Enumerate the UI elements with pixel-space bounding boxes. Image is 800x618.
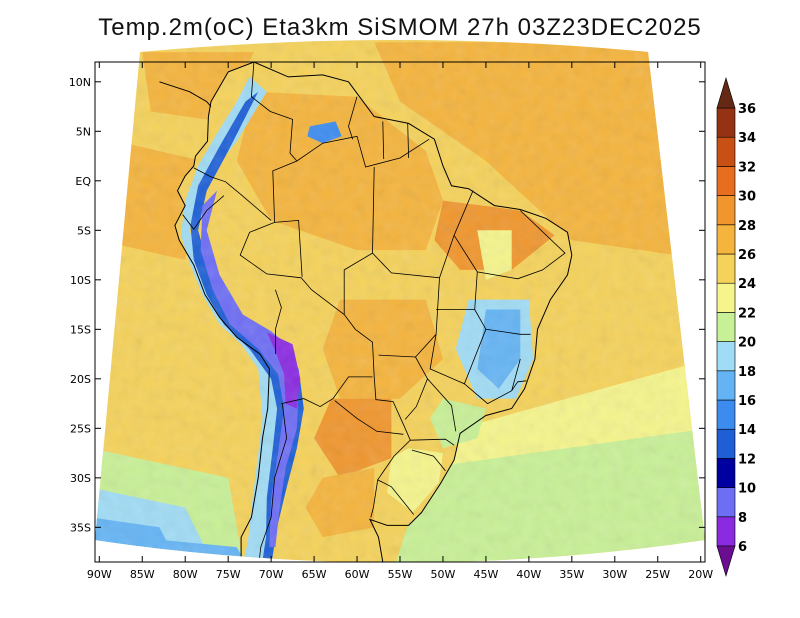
paraguay-argentina-border <box>334 400 404 435</box>
venezuela-colombia-border <box>250 61 298 162</box>
colorbar-tick-label: 34 <box>738 131 756 146</box>
uruguay-argentina-border <box>370 479 379 518</box>
colorbar-segment <box>716 136 736 167</box>
brazil-states-pr-sc <box>410 438 455 446</box>
lat-tick-label: EQ <box>75 175 91 188</box>
lon-tick-label: 85W <box>130 568 155 581</box>
colorbar-tick-label: 14 <box>738 423 756 438</box>
central-america-coast <box>159 81 212 107</box>
brazil-states-north <box>274 219 303 277</box>
lon-tick-label: 45W <box>473 568 498 581</box>
brazil-states-nordeste <box>477 210 566 280</box>
lat-tick-label: 30S <box>70 472 91 485</box>
colorbar-tick-label: 28 <box>738 219 756 234</box>
ecuador-peru-border <box>182 195 225 230</box>
lat-tick-label: 35S <box>70 521 91 534</box>
colorbar-segment <box>716 282 736 313</box>
latitude-axis: 10N 5N EQ 5S 10S 15S 20S 25S 30S 35S <box>69 76 705 534</box>
colorbar-tick-label: 10 <box>738 482 756 497</box>
lon-tick-label: 70W <box>259 568 284 581</box>
guianas-border <box>382 121 385 160</box>
lon-tick-label: 80W <box>173 568 198 581</box>
lon-tick-label: 35W <box>559 568 584 581</box>
colorbar-segment <box>716 166 736 196</box>
colorbar-segment <box>716 107 736 138</box>
colorbar-segment <box>716 370 736 401</box>
lat-tick-label: 15S <box>70 323 91 336</box>
lon-tick-label: 55W <box>388 568 413 581</box>
colombia-ecuador-peru-border <box>193 167 272 221</box>
colorbar-segment <box>716 458 736 488</box>
colorbar-tick-label: 8 <box>738 511 747 526</box>
map-title: Temp.2m(oC) Eta3km SiSMOM 27h 03Z23DEC20… <box>98 14 702 41</box>
colorbar-tick-label: 20 <box>738 336 756 351</box>
lon-tick-label: 90W <box>87 568 112 581</box>
colorbar-segment <box>716 341 736 372</box>
colorbar-tick-label: 18 <box>738 365 756 380</box>
colorbar-segment <box>716 312 736 342</box>
lat-tick-label: 20S <box>70 373 91 386</box>
brazil-states-mt <box>378 277 440 358</box>
lon-tick-label: 20W <box>688 568 713 581</box>
colorbar-tick-label: 22 <box>738 306 756 321</box>
amapa-border <box>407 123 409 159</box>
colorbar-tick-label: 6 <box>738 540 747 555</box>
peru-bolivia-border <box>275 289 282 355</box>
brazil-states-amazonas-para <box>343 166 375 315</box>
brazil-states-mg <box>464 358 521 405</box>
colorbar-tick-label: 36 <box>738 102 756 117</box>
colorbar-max-triangle <box>716 76 736 109</box>
colorbar-tick-label: 26 <box>738 248 756 263</box>
lat-tick-label: 5N <box>76 125 91 138</box>
brazil-states-bahia <box>474 309 531 335</box>
colorbar-tick-label: 30 <box>738 190 756 205</box>
lat-tick-label: 5S <box>77 224 91 237</box>
colorbar-segment <box>716 224 736 255</box>
lon-tick-label: 30W <box>602 568 627 581</box>
colorbar-tick-label: 12 <box>738 452 756 467</box>
lat-tick-label: 10N <box>69 76 91 89</box>
lon-tick-label: 65W <box>302 568 327 581</box>
colorbar-tick-label: 24 <box>738 277 756 292</box>
lon-tick-label: 50W <box>431 568 456 581</box>
brazil-states-ms <box>404 356 428 420</box>
lon-tick-label: 60W <box>345 568 370 581</box>
colorbar-segment <box>716 428 736 459</box>
lon-tick-label: 75W <box>216 568 241 581</box>
brazil-states-rj-es <box>511 380 527 391</box>
chile-argentina-border <box>257 403 288 563</box>
colorbar-min-triangle <box>716 545 736 578</box>
venezuela-guyana-border <box>348 96 358 140</box>
brazil-states-sc-rs <box>411 449 446 472</box>
colorbar-segment <box>716 487 736 518</box>
brazil-states-tocantins <box>436 235 478 310</box>
colorbar-segment <box>716 399 736 430</box>
brazil-states-sp <box>427 378 457 432</box>
colorbar-tick-label: 32 <box>738 160 756 175</box>
political-boundaries <box>159 61 573 563</box>
lon-tick-label: 40W <box>516 568 541 581</box>
colorbar-segment <box>716 195 736 226</box>
brazil-states-goias <box>429 329 487 385</box>
lat-tick-label: 25S <box>70 422 91 435</box>
colorbar-segment <box>716 253 736 284</box>
colorbar: 6 8 10 12 14 16 18 20 22 24 26 28 30 32 34 36 <box>716 76 756 578</box>
lat-tick-label: 10S <box>70 274 91 287</box>
bolivia-south-border <box>281 376 373 408</box>
longitude-axis: 90W 85W 80W 75W 70W 65W 60W 55W 50W 45W 40W 35W 30W 2… <box>87 62 713 581</box>
colorbar-segment <box>716 516 736 547</box>
colorbar-tick-label: 16 <box>738 394 756 409</box>
lon-tick-label: 25W <box>645 568 670 581</box>
coastline <box>174 61 573 563</box>
